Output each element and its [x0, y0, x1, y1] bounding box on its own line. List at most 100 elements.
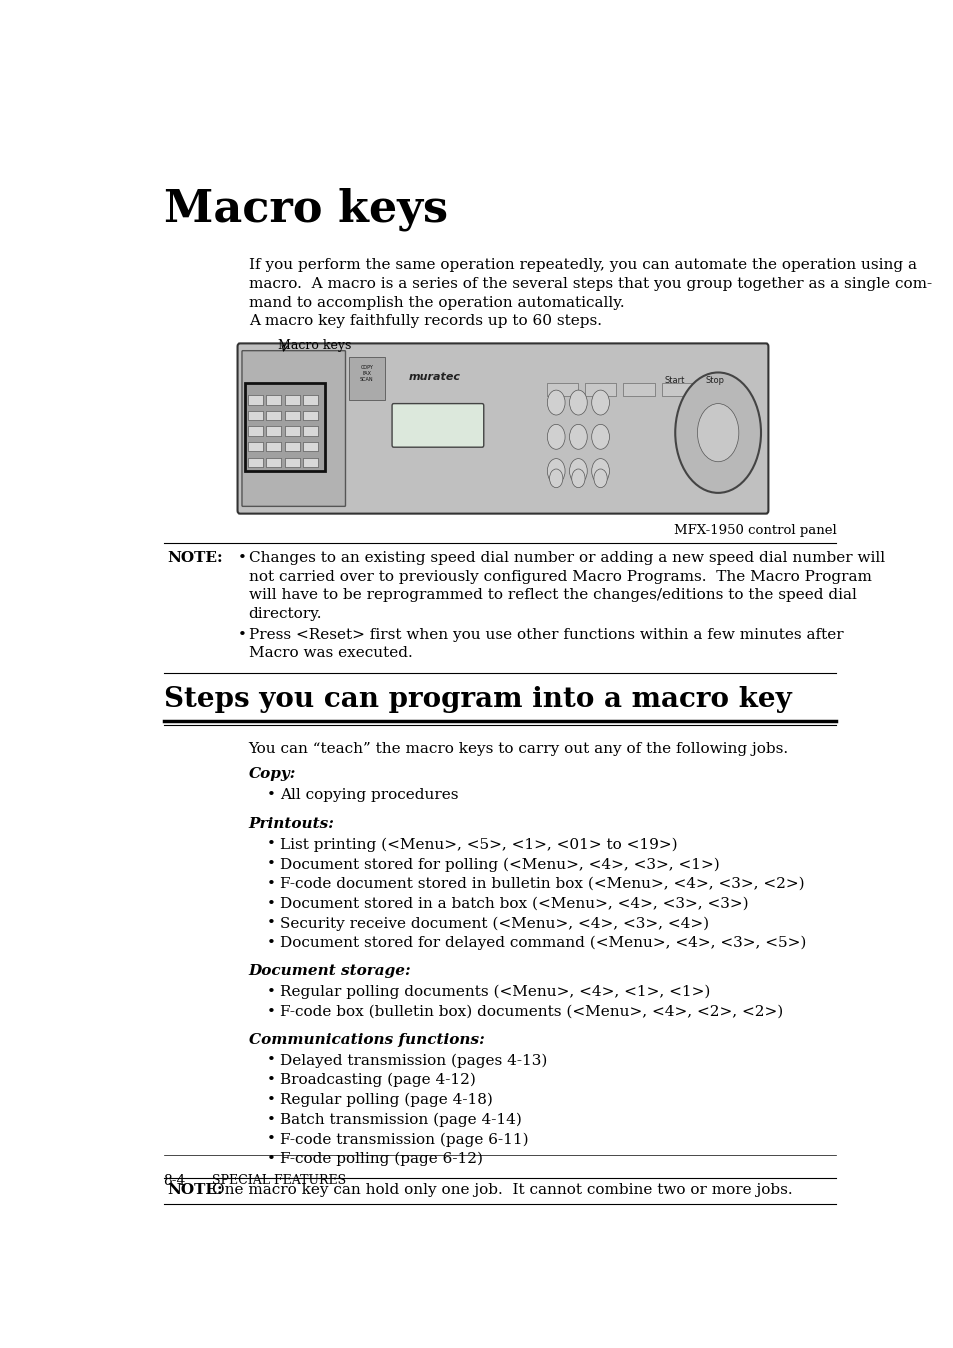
FancyBboxPatch shape [392, 403, 483, 448]
Text: •: • [267, 1132, 275, 1146]
Bar [623, 383, 654, 396]
Text: Stop: Stop [705, 376, 723, 384]
Text: A macro key faithfully records up to 60 steps.: A macro key faithfully records up to 60 … [249, 314, 601, 329]
Circle shape [569, 425, 587, 449]
Text: Communications functions:: Communications functions: [249, 1033, 484, 1046]
Circle shape [675, 372, 760, 493]
Text: •: • [267, 985, 275, 999]
Bar [285, 395, 299, 404]
Bar [285, 411, 299, 421]
Text: Macro keys: Macro keys [164, 187, 447, 232]
Bar [546, 383, 577, 396]
Text: •: • [267, 896, 275, 911]
Text: mand to accomplish the operation automatically.: mand to accomplish the operation automat… [249, 295, 623, 310]
Text: •: • [267, 936, 275, 950]
Text: •: • [237, 628, 246, 642]
Bar [285, 457, 299, 466]
Bar [266, 426, 281, 435]
FancyBboxPatch shape [237, 344, 767, 514]
Text: Changes to an existing speed dial number or adding a new speed dial number will: Changes to an existing speed dial number… [249, 551, 883, 565]
Text: •: • [267, 1073, 275, 1086]
Text: F-code polling (page 6-12): F-code polling (page 6-12) [280, 1153, 483, 1166]
Text: Security receive document (<Menu>, <4>, <3>, <4>): Security receive document (<Menu>, <4>, … [280, 917, 709, 930]
Bar [248, 442, 262, 452]
Bar [248, 426, 262, 435]
Text: macro.  A macro is a series of the several steps that you group together as a si: macro. A macro is a series of the severa… [249, 276, 931, 291]
Text: Copy:: Copy: [249, 767, 295, 780]
Text: •: • [267, 1053, 275, 1068]
Text: •: • [237, 551, 246, 565]
Text: muratec: muratec [408, 372, 459, 383]
Text: Printouts:: Printouts: [249, 817, 335, 830]
Bar [248, 457, 262, 466]
Text: •: • [267, 878, 275, 891]
Bar [303, 457, 317, 466]
Circle shape [697, 403, 738, 462]
Text: Document storage:: Document storage: [249, 964, 411, 979]
Bar [661, 383, 692, 396]
FancyBboxPatch shape [242, 350, 345, 507]
Bar [285, 442, 299, 452]
Circle shape [547, 425, 564, 449]
Circle shape [594, 469, 606, 488]
Text: •: • [267, 837, 275, 852]
Text: F-code transmission (page 6-11): F-code transmission (page 6-11) [280, 1132, 529, 1147]
Text: •: • [267, 787, 275, 802]
Bar [245, 383, 324, 470]
Text: not carried over to previously configured Macro Programs.  The Macro Program: not carried over to previously configure… [249, 570, 871, 584]
Text: Regular polling (page 4-18): Regular polling (page 4-18) [280, 1093, 493, 1107]
Bar [266, 442, 281, 452]
Text: F-code document stored in bulletin box (<Menu>, <4>, <3>, <2>): F-code document stored in bulletin box (… [280, 878, 804, 891]
Text: Regular polling documents (<Menu>, <4>, <1>, <1>): Regular polling documents (<Menu>, <4>, … [280, 985, 710, 999]
Bar [285, 426, 299, 435]
Circle shape [569, 458, 587, 484]
Text: Document stored in a batch box (<Menu>, <4>, <3>, <3>): Document stored in a batch box (<Menu>, … [280, 896, 748, 911]
Text: COPY
FAX
SCAN: COPY FAX SCAN [359, 365, 374, 381]
Bar [700, 383, 731, 396]
Circle shape [571, 469, 584, 488]
Text: F-code box (bulletin box) documents (<Menu>, <4>, <2>, <2>): F-code box (bulletin box) documents (<Me… [280, 1004, 782, 1019]
Text: Start: Start [664, 376, 684, 384]
Bar [266, 395, 281, 404]
Text: Steps you can program into a macro key: Steps you can program into a macro key [164, 686, 791, 713]
Bar [248, 395, 262, 404]
Text: •: • [267, 1004, 275, 1019]
Text: Batch transmission (page 4-14): Batch transmission (page 4-14) [280, 1112, 521, 1127]
Circle shape [547, 390, 564, 415]
Bar [266, 411, 281, 421]
Text: 8-4: 8-4 [164, 1174, 186, 1188]
Text: You can “teach” the macro keys to carry out any of the following jobs.: You can “teach” the macro keys to carry … [249, 741, 788, 756]
Bar [303, 411, 317, 421]
Circle shape [549, 469, 562, 488]
Text: SPECIAL FEATURES: SPECIAL FEATURES [212, 1174, 345, 1186]
Text: NOTE:: NOTE: [167, 551, 223, 565]
Bar [266, 457, 281, 466]
Text: MFX-1950 control panel: MFX-1950 control panel [673, 524, 836, 537]
Text: Document stored for delayed command (<Menu>, <4>, <3>, <5>): Document stored for delayed command (<Me… [280, 936, 806, 950]
Text: directory.: directory. [249, 607, 322, 621]
Circle shape [547, 458, 564, 484]
Circle shape [591, 458, 609, 484]
Text: Press <Reset> first when you use other functions within a few minutes after: Press <Reset> first when you use other f… [249, 628, 842, 642]
Text: One macro key can hold only one job.  It cannot combine two or more jobs.: One macro key can hold only one job. It … [212, 1184, 791, 1197]
Text: List printing (<Menu>, <5>, <1>, <01> to <19>): List printing (<Menu>, <5>, <1>, <01> to… [280, 837, 678, 852]
Text: •: • [267, 1112, 275, 1127]
Text: will have to be reprogrammed to reflect the changes/editions to the speed dial: will have to be reprogrammed to reflect … [249, 588, 856, 603]
Text: Document stored for polling (<Menu>, <4>, <3>, <1>): Document stored for polling (<Menu>, <4>… [280, 857, 720, 872]
Bar [303, 395, 317, 404]
Bar [349, 357, 384, 400]
Text: All copying procedures: All copying procedures [280, 787, 458, 802]
Bar [303, 426, 317, 435]
Text: If you perform the same operation repeatedly, you can automate the operation usi: If you perform the same operation repeat… [249, 259, 916, 272]
Bar [248, 411, 262, 421]
Circle shape [591, 425, 609, 449]
Text: •: • [267, 1093, 275, 1107]
Text: Macro keys: Macro keys [278, 340, 352, 352]
Bar [584, 383, 616, 396]
Text: Broadcasting (page 4-12): Broadcasting (page 4-12) [280, 1073, 476, 1088]
Text: Delayed transmission (pages 4-13): Delayed transmission (pages 4-13) [280, 1053, 547, 1068]
Text: •: • [267, 917, 275, 930]
Circle shape [591, 390, 609, 415]
Text: NOTE:: NOTE: [167, 1184, 223, 1197]
Text: •: • [267, 857, 275, 871]
